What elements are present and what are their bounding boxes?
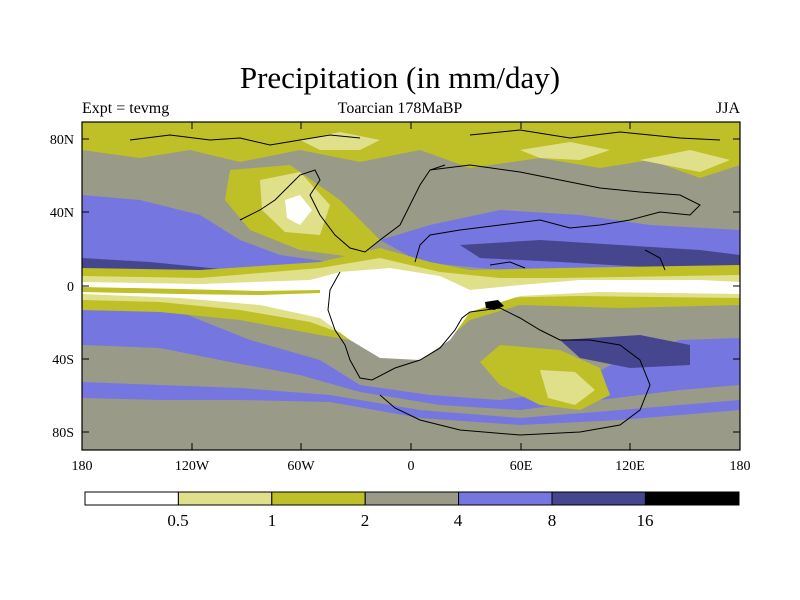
colorbar-label-1: 1 — [268, 511, 277, 530]
period-label: Toarcian 178MaBP — [337, 100, 463, 117]
lat-label-40s: 40S — [52, 353, 74, 368]
colorbar-segment-6 — [644, 491, 740, 506]
equatorial-yellow-strip — [82, 287, 320, 295]
lon-label-120w: 120W — [175, 459, 210, 474]
experiment-label: Expt = tevmg — [82, 100, 170, 117]
colorbar-label-3: 4 — [454, 511, 463, 530]
map-title: Precipitation (in mm/day) — [239, 60, 561, 95]
colorbar-segment-3 — [364, 491, 460, 506]
lat-label-0: 0 — [67, 280, 74, 295]
colorbar-segment-0 — [84, 491, 179, 506]
colorbar-segment-1 — [177, 491, 273, 506]
lon-label-180e: 180 — [730, 459, 751, 474]
lon-label-60e: 60E — [510, 459, 533, 474]
north-blue-band-west — [82, 195, 330, 280]
colorbar-label-2: 2 — [361, 511, 370, 530]
colorbar-segment-5 — [551, 491, 646, 506]
lon-label-0: 0 — [408, 459, 415, 474]
lat-label-80s: 80S — [52, 426, 74, 441]
lon-label-180w: 180 — [72, 459, 93, 474]
north-white-spot — [285, 195, 312, 225]
colorbar-segment-2 — [271, 491, 366, 506]
south-pale-patch-east — [540, 370, 595, 405]
south-dark-band — [560, 335, 690, 368]
colorbar-label-0: 0.5 — [167, 511, 188, 530]
lon-label-120e: 120E — [615, 459, 645, 474]
lat-label-40n: 40N — [50, 206, 74, 221]
south-polar-grey — [82, 418, 740, 450]
colorbar-segment-4 — [458, 491, 553, 506]
coastlines — [129, 129, 721, 436]
north-polar-band — [82, 122, 740, 178]
north-dark-band-east — [460, 240, 740, 270]
lat-label-80n: 80N — [50, 133, 74, 148]
axis-ticks — [81, 122, 741, 450]
season-label: JJA — [715, 100, 740, 117]
max-precip-spot — [485, 300, 504, 310]
precipitation-field — [82, 122, 740, 450]
south-grey-inner — [82, 345, 740, 418]
lon-label-60w: 60W — [287, 459, 315, 474]
colorbar — [84, 491, 740, 506]
colorbar-label-4: 8 — [548, 511, 557, 530]
colorbar-label-5: 16 — [637, 511, 654, 530]
